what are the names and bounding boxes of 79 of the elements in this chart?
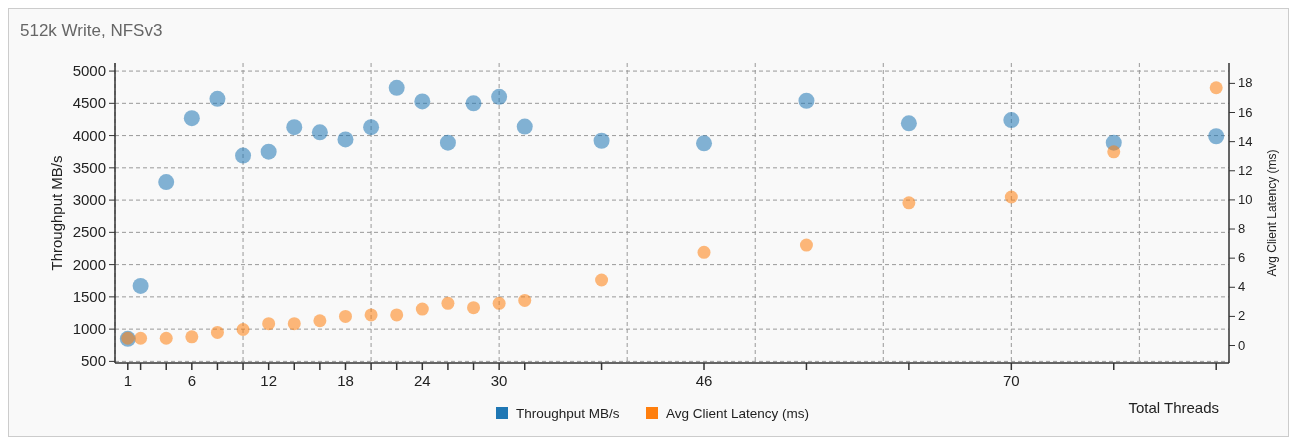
y-tick-label: 500	[80, 352, 106, 370]
y-tick-label: 4000	[72, 126, 106, 144]
x-tick-label: 1	[123, 372, 132, 389]
point	[491, 88, 508, 105]
point	[799, 238, 813, 252]
point	[363, 119, 380, 136]
point	[132, 277, 149, 294]
y-tick-label: 2500	[72, 223, 106, 241]
point	[1003, 112, 1020, 129]
point	[415, 302, 429, 316]
point	[185, 330, 199, 344]
point	[467, 301, 481, 315]
y-tick-label: 4500	[72, 94, 106, 112]
y-tick-label: 3500	[72, 158, 106, 176]
y2-tick-label: 4	[1238, 279, 1246, 295]
point	[183, 110, 200, 127]
point	[1209, 81, 1223, 95]
x-tick-label: 18	[337, 372, 354, 389]
y2-tick-label: 10	[1238, 191, 1253, 207]
point	[593, 132, 610, 149]
point	[441, 296, 455, 310]
y-tick-label: 5000	[72, 62, 106, 80]
point	[158, 174, 175, 191]
point	[390, 308, 404, 322]
legend-label: Avg Client Latency (ms)	[666, 406, 810, 421]
y-tick-label: 1500	[72, 287, 106, 305]
point	[1208, 128, 1225, 145]
point	[134, 331, 148, 345]
y-axis-title: Throughput MB/s	[48, 155, 65, 271]
y2-tick-label: 2	[1238, 308, 1246, 324]
point	[286, 119, 303, 136]
y2-tick-label: 14	[1238, 133, 1253, 149]
point	[465, 95, 482, 112]
point	[287, 317, 301, 331]
x-axis-title: Total Threads	[1128, 399, 1219, 416]
point	[337, 131, 354, 148]
point	[364, 308, 378, 322]
point	[595, 273, 609, 287]
point	[697, 245, 711, 259]
point	[1004, 190, 1018, 204]
x-tick-label: 46	[695, 372, 713, 389]
x-tick-label: 70	[1002, 372, 1020, 389]
point	[902, 196, 916, 210]
y-tick-label: 2000	[72, 255, 106, 273]
x-tick-label: 12	[260, 372, 277, 389]
point	[260, 143, 277, 160]
point	[516, 118, 533, 135]
point	[262, 317, 276, 331]
point	[313, 314, 327, 328]
legend-label: Throughput MB/s	[516, 406, 620, 421]
point	[492, 296, 506, 310]
y2-tick-label: 18	[1238, 75, 1253, 91]
point	[338, 309, 352, 323]
y2-tick-label: 8	[1238, 221, 1246, 237]
point	[236, 323, 250, 337]
point	[235, 147, 252, 164]
point	[210, 325, 224, 339]
point	[900, 115, 917, 132]
x-tick-label: 30	[490, 372, 508, 389]
y-tick-label: 3000	[72, 191, 106, 209]
point	[388, 79, 405, 96]
point	[798, 92, 815, 109]
point	[518, 293, 532, 307]
y2-tick-label: 12	[1238, 162, 1253, 178]
y2-tick-label: 16	[1238, 104, 1253, 120]
y2-tick-label: 6	[1238, 250, 1246, 266]
x-tick-label: 24	[413, 372, 431, 389]
point	[209, 90, 226, 107]
point	[159, 331, 173, 345]
point	[311, 124, 328, 141]
point	[1107, 145, 1121, 159]
point	[414, 93, 431, 110]
x-tick-label: 6	[187, 372, 196, 389]
point	[696, 135, 713, 152]
y2-tick-label: 0	[1238, 337, 1246, 353]
point	[439, 134, 456, 151]
y2-axis-title: Avg Client Latency (ms)	[1265, 149, 1279, 277]
y-tick-label: 1000	[72, 320, 106, 338]
chart-title: 512k Write, NFSv3	[20, 21, 163, 40]
